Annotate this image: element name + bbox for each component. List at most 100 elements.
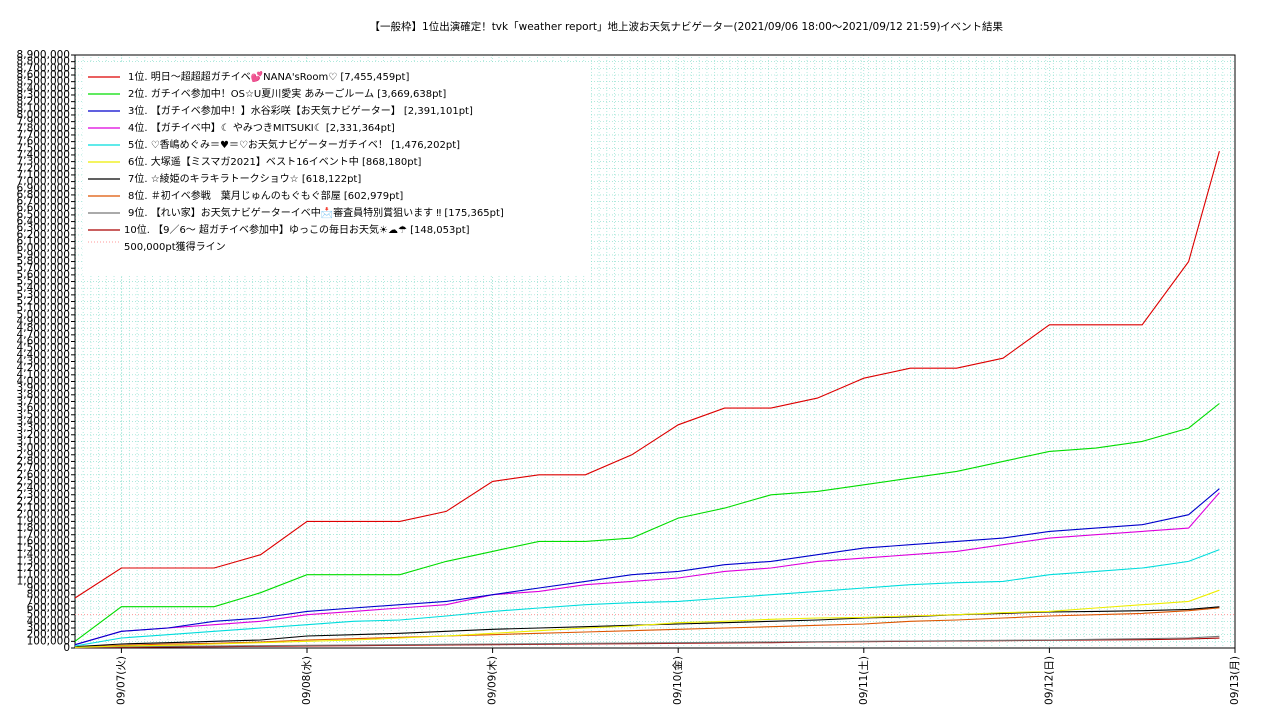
x-tick-label: 09/13(月) [1229, 656, 1241, 705]
y-tick-label: 1,300,000 [17, 555, 70, 567]
y-tick-label: 900,000 [27, 582, 70, 594]
y-tick-label: 400,000 [27, 615, 70, 627]
y-tick-label: 7,000,000 [17, 176, 70, 188]
y-tick-label: 8,100,000 [17, 102, 70, 114]
y-tick-label: 0 [63, 642, 70, 654]
y-tick-label: 3,100,000 [17, 435, 70, 447]
y-tick-label: 6,000,000 [17, 242, 70, 254]
y-tick-label: 2,600,000 [17, 469, 70, 481]
y-tick-label: 5,600,000 [17, 269, 70, 281]
legend-label: 8位. ＃初イベ参戦 葉月じゅんのもぐもぐ部屋 [602,979pt] [128, 189, 403, 202]
y-tick-label: 5,100,000 [17, 302, 70, 314]
y-tick-label: 5,300,000 [17, 289, 70, 301]
y-tick-label: 1,100,000 [17, 569, 70, 581]
y-tick-label: 3,700,000 [17, 395, 70, 407]
y-tick-label: 7,400,000 [17, 149, 70, 161]
y-tick-label: 2,500,000 [17, 475, 70, 487]
y-tick-label: 3,500,000 [17, 409, 70, 421]
legend-label: 3位. 【ガチイベ参加中！】水谷彩咲【お天気ナビゲーター】 [2,391,101… [128, 104, 473, 117]
y-tick-label: 1,400,000 [17, 549, 70, 561]
series-line [74, 403, 1220, 642]
y-tick-label: 8,700,000 [17, 62, 70, 74]
y-tick-label: 3,800,000 [17, 389, 70, 401]
legend-label: 500,000pt獲得ライン [124, 240, 226, 253]
y-tick-label: 1,500,000 [17, 542, 70, 554]
y-tick-label: 5,200,000 [17, 296, 70, 308]
y-tick-label: 8,600,000 [17, 69, 70, 81]
y-tick-label: 6,700,000 [17, 196, 70, 208]
y-tick-label: 1,000,000 [17, 575, 70, 587]
series-line [74, 488, 1220, 646]
y-tick-label: 4,000,000 [17, 375, 70, 387]
x-tick-label: 09/09(木) [487, 656, 499, 705]
y-tick-label: 6,900,000 [17, 182, 70, 194]
y-tick-label: 2,000,000 [17, 509, 70, 521]
y-tick-label: 4,400,000 [17, 349, 70, 361]
y-tick-label: 800,000 [27, 589, 70, 601]
legend-label: 6位. 大塚遥【ミスマガ2021】ベスト16イベント中 [868,180pt] [128, 155, 421, 168]
y-tick-label: 600,000 [27, 602, 70, 614]
y-tick-label: 2,800,000 [17, 455, 70, 467]
y-tick-label: 4,600,000 [17, 336, 70, 348]
y-tick-label: 6,400,000 [17, 216, 70, 228]
y-tick-label: 7,900,000 [17, 116, 70, 128]
legend-label: 9位. 【れい家】お天気ナビゲーターイベ中📩審査員特別賞狙います ‼ [175,… [128, 206, 504, 219]
x-tick-label: 09/08(水) [301, 656, 313, 705]
y-tick-label: 6,200,000 [17, 229, 70, 241]
y-tick-label: 6,300,000 [17, 222, 70, 234]
y-tick-label: 2,100,000 [17, 502, 70, 514]
y-tick-label: 2,700,000 [17, 462, 70, 474]
y-tick-label: 4,900,000 [17, 316, 70, 328]
series-line [74, 492, 1220, 646]
y-tick-label: 5,900,000 [17, 249, 70, 261]
x-tick-label: 09/10(金) [671, 656, 684, 705]
y-tick-label: 8,300,000 [17, 89, 70, 101]
legend-box [83, 62, 591, 276]
y-tick-label: 2,300,000 [17, 489, 70, 501]
y-tick-label: 5,000,000 [17, 309, 70, 321]
y-tick-label: 6,500,000 [17, 209, 70, 221]
series-line [74, 549, 1220, 647]
legend-label: 5位. ♡香嶋めぐみ＝♥＝♡お天気ナビゲーターガチイベ！ [1,476,202p… [128, 138, 460, 151]
legend-label: 7位. ☆綾姫のキラキラトークショウ☆ [618,122pt] [128, 172, 361, 185]
y-tick-label: 7,600,000 [17, 136, 70, 148]
y-tick-label: 1,600,000 [17, 535, 70, 547]
y-tick-label: 7,300,000 [17, 156, 70, 168]
y-tick-label: 200,000 [27, 629, 70, 641]
y-tick-label: 3,900,000 [17, 382, 70, 394]
y-tick-label: 3,600,000 [17, 402, 70, 414]
y-tick-label: 3,300,000 [17, 422, 70, 434]
x-tick-label: 09/07(火) [115, 656, 127, 705]
chart-subtitle: イベント結果 [940, 20, 1003, 33]
y-tick-label: 3,200,000 [17, 429, 70, 441]
y-tick-label: 1,800,000 [17, 522, 70, 534]
y-tick-label: 4,800,000 [17, 322, 70, 334]
y-tick-label: 6,100,000 [17, 236, 70, 248]
legend: 1位. 明日〜超超超ガチイベ💕NANA'sRoom♡ [7,455,459pt]… [83, 62, 591, 276]
y-tick-label: 500,000 [27, 609, 70, 621]
y-tick-label: 1,900,000 [17, 515, 70, 527]
y-tick-label: 3,000,000 [17, 442, 70, 454]
legend-label: 1位. 明日〜超超超ガチイベ💕NANA'sRoom♡ [7,455,459pt] [128, 70, 409, 83]
y-tick-label: 5,800,000 [17, 256, 70, 268]
y-tick-label: 8,900,000 [17, 49, 70, 61]
y-tick-label: 2,900,000 [17, 449, 70, 461]
chart-title: 【一般枠】1位出演確定！tvk「weather report」地上波お天気ナビゲ… [370, 20, 941, 33]
y-tick-label: 1,700,000 [17, 529, 70, 541]
y-tick-label: 7,500,000 [17, 142, 70, 154]
y-tick-label: 5,400,000 [17, 282, 70, 294]
y-tick-label: 100,000 [27, 635, 70, 647]
y-tick-label: 6,800,000 [17, 189, 70, 201]
legend-label: 2位. ガチイベ参加中！OS☆U夏川愛実 あみーごルーム [3,669,638p… [128, 87, 446, 100]
x-tick-label: 09/11(土) [857, 656, 870, 705]
y-tick-label: 6,600,000 [17, 202, 70, 214]
legend-label: 4位. 【ガチイベ中】☾ やみつきMITSUKI☾ [2,331,364pt] [128, 121, 395, 134]
y-tick-label: 8,500,000 [17, 76, 70, 88]
y-tick-label: 300,000 [27, 622, 70, 634]
x-tick-label: 09/12(日) [1043, 656, 1055, 705]
y-tick-label: 2,200,000 [17, 495, 70, 507]
y-tick-label: 700,000 [27, 595, 70, 607]
y-tick-label: 7,100,000 [17, 169, 70, 181]
y-tick-label: 8,800,000 [17, 56, 70, 68]
